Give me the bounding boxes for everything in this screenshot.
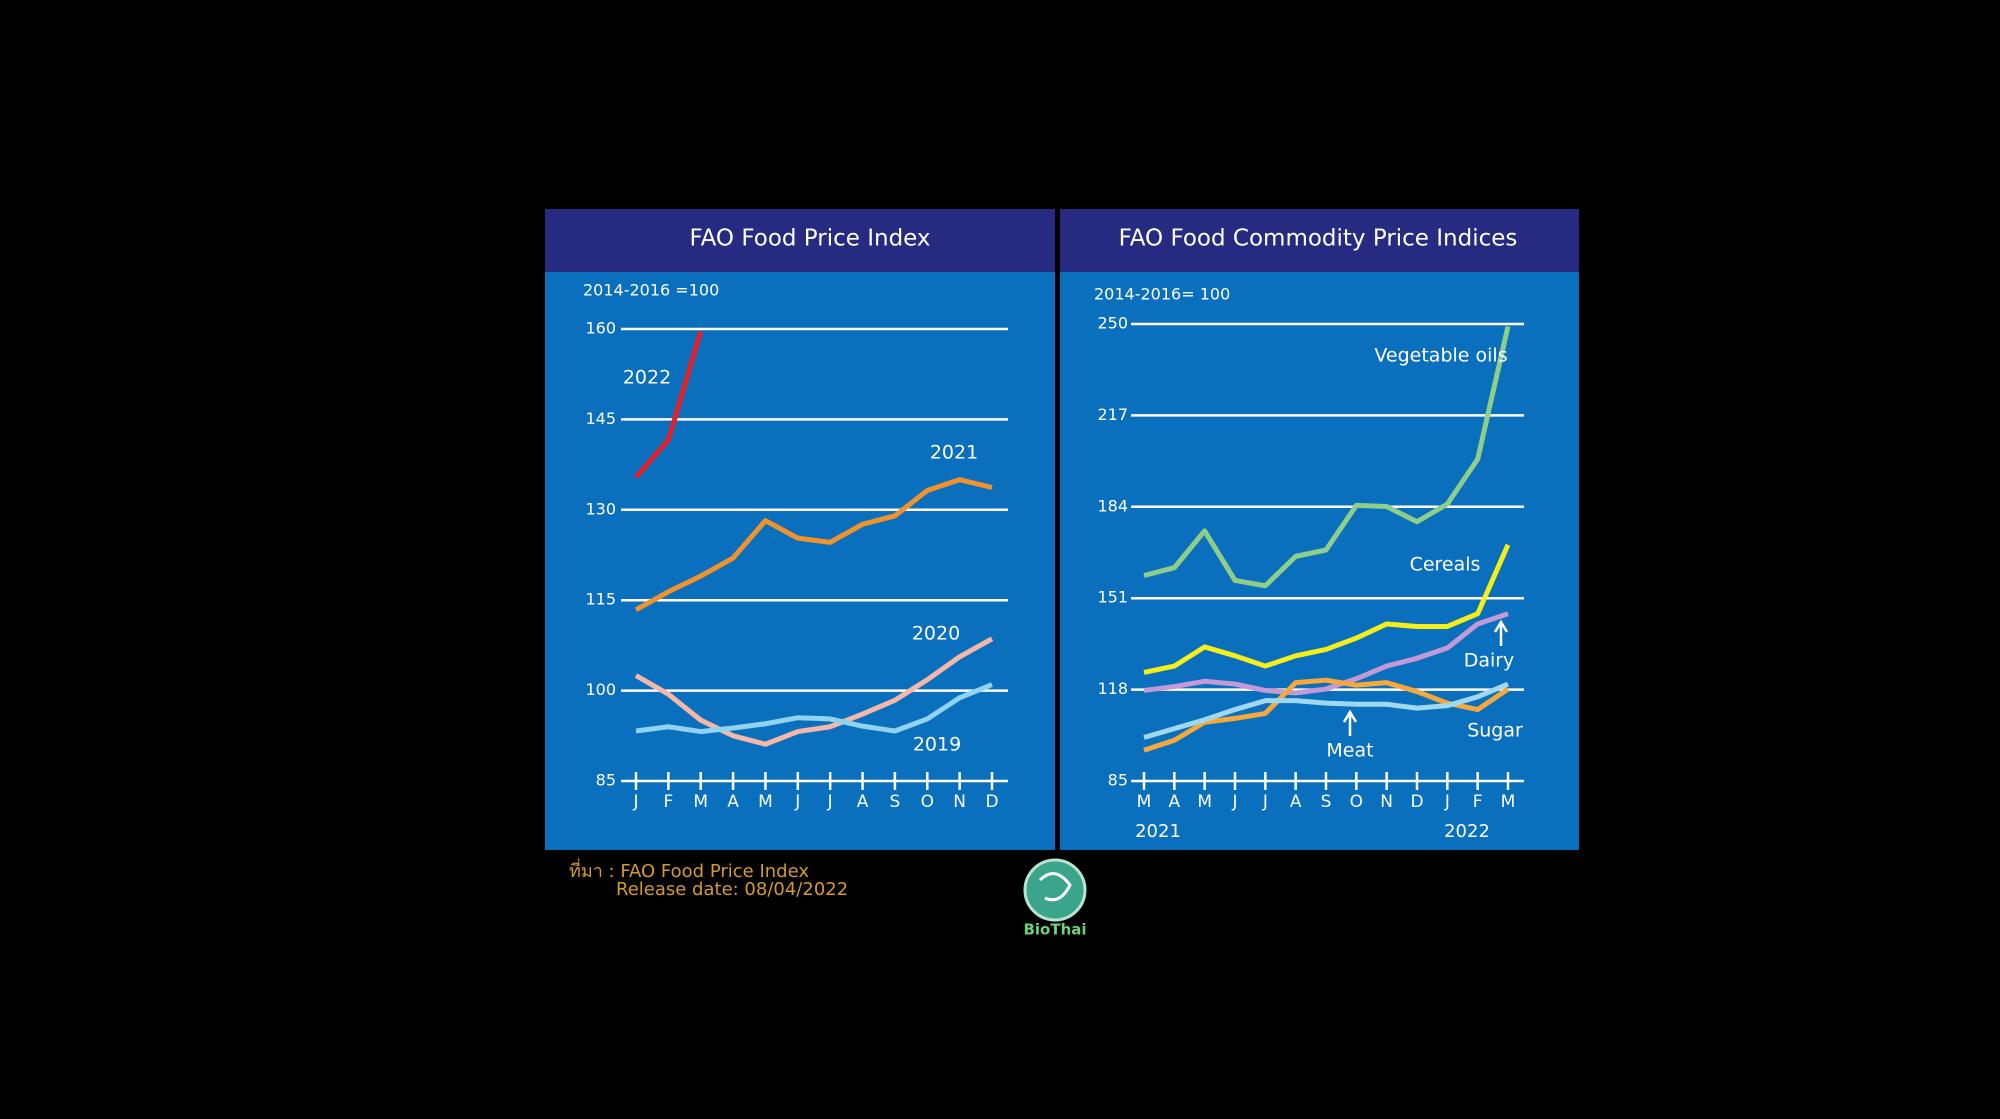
y-tick-label: 145 — [585, 409, 616, 428]
chart-subtitle: 2014-2016 =100 — [583, 281, 719, 300]
series-label: Sugar — [1467, 720, 1523, 742]
series-line — [634, 330, 704, 479]
x-tick-label: F — [663, 792, 673, 812]
x-tick-label: J — [1444, 792, 1450, 812]
logo-text: BioThai — [1023, 921, 1086, 939]
x-tick-label: M — [1137, 792, 1152, 812]
title-bar — [1060, 209, 1579, 272]
panel — [1060, 209, 1579, 850]
chart-title: FAO Food Commodity Price Indices — [1119, 226, 1518, 252]
series-line — [1143, 325, 1511, 589]
y-tick-label: 100 — [585, 680, 616, 699]
y-tick-label: 115 — [585, 590, 616, 609]
chart-subtitle: 2014-2016= 100 — [1094, 285, 1230, 304]
series-label: 2020 — [912, 623, 960, 645]
x-tick-label: D — [985, 792, 998, 812]
release-date: Release date: 08/04/2022 — [616, 879, 848, 900]
series-label: Cereals — [1410, 554, 1481, 576]
logo-swirl — [1038, 872, 1072, 902]
series-label: Dairy — [1464, 650, 1515, 672]
series-label: Meat — [1326, 740, 1373, 762]
x-tick-label: F — [1473, 792, 1483, 812]
y-tick-label: 250 — [1097, 314, 1128, 333]
x-tick-label: S — [890, 792, 901, 812]
x-tick-label: O — [921, 792, 934, 812]
x-tick-label: J — [794, 792, 800, 812]
series-label: 2021 — [930, 442, 978, 464]
series-line — [634, 636, 994, 747]
series-line — [1143, 543, 1511, 675]
x-tick-label: N — [1380, 792, 1393, 812]
y-tick-label: 184 — [1097, 496, 1128, 515]
panel — [545, 209, 1055, 850]
series-label: 2022 — [623, 367, 671, 389]
title-bar — [545, 209, 1055, 272]
arrow — [1342, 709, 1358, 736]
x-tick-label: M — [1501, 792, 1516, 812]
x-tick-label: J — [632, 792, 638, 812]
series-line — [635, 682, 993, 735]
y-tick-label: 130 — [585, 499, 616, 518]
y-tick-label: 151 — [1097, 588, 1128, 607]
x-tick-label: A — [727, 792, 739, 812]
series-label: Vegetable oils — [1374, 345, 1507, 367]
year-label: 2022 — [1444, 821, 1490, 842]
x-tick-label: J — [1231, 792, 1237, 812]
y-tick-label: 160 — [585, 319, 616, 338]
chart-title: FAO Food Price Index — [689, 226, 930, 252]
x-tick-label: A — [1169, 792, 1181, 812]
x-tick-label: D — [1410, 792, 1423, 812]
logo — [1023, 858, 1087, 922]
x-tick-label: S — [1321, 792, 1332, 812]
year-label: 2021 — [1135, 821, 1181, 842]
x-tick-label: A — [857, 792, 869, 812]
series-label: 2019 — [913, 734, 961, 756]
source-text: ที่มา : FAO Food Price Index — [569, 858, 809, 882]
x-tick-label: O — [1350, 792, 1363, 812]
series-line — [1143, 681, 1509, 740]
x-tick-label: N — [953, 792, 966, 812]
y-tick-label: 118 — [1097, 679, 1128, 698]
y-tick-label: 85 — [1108, 771, 1128, 790]
x-tick-label: J — [827, 792, 833, 812]
x-tick-label: M — [1197, 792, 1212, 812]
y-tick-label: 85 — [596, 771, 616, 790]
arrow — [1493, 619, 1509, 646]
series-line — [1143, 611, 1509, 696]
x-tick-label: J — [1262, 792, 1268, 812]
x-tick-label: M — [758, 792, 773, 812]
y-tick-label: 217 — [1097, 405, 1128, 424]
series-line — [634, 477, 993, 613]
x-tick-label: A — [1290, 792, 1302, 812]
x-tick-label: M — [693, 792, 708, 812]
